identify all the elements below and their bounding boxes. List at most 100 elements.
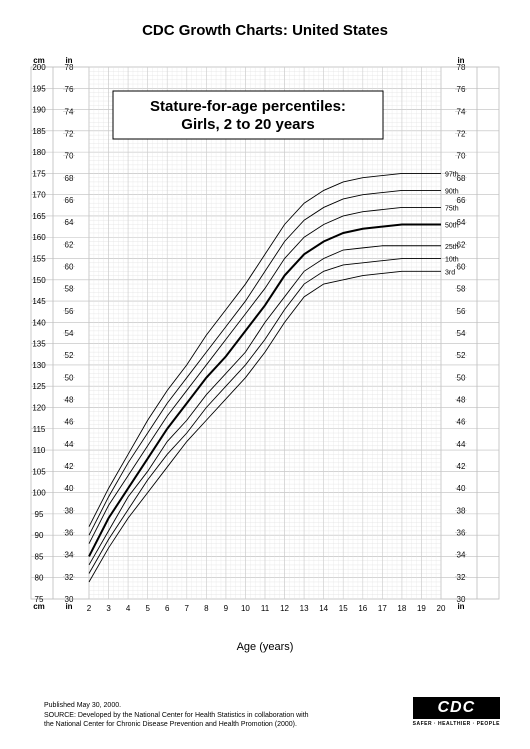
svg-text:80: 80 xyxy=(35,574,44,583)
svg-text:85: 85 xyxy=(35,552,44,561)
svg-text:64: 64 xyxy=(65,218,74,227)
svg-text:32: 32 xyxy=(457,573,466,582)
svg-text:120: 120 xyxy=(32,403,46,412)
svg-text:20: 20 xyxy=(437,604,446,613)
cdc-logo: CDC SAFER · HEALTHIER · PEOPLE xyxy=(413,697,500,727)
svg-text:7: 7 xyxy=(185,604,190,613)
svg-text:25th: 25th xyxy=(445,244,459,251)
svg-text:60: 60 xyxy=(457,263,466,272)
svg-text:76: 76 xyxy=(65,85,74,94)
svg-text:34: 34 xyxy=(65,551,74,560)
cdc-logo-box: CDC xyxy=(413,697,500,719)
svg-text:76: 76 xyxy=(457,85,466,94)
svg-text:75th: 75th xyxy=(445,205,459,212)
svg-text:60: 60 xyxy=(65,263,74,272)
svg-text:38: 38 xyxy=(65,506,74,515)
svg-text:4: 4 xyxy=(126,604,131,613)
svg-text:in: in xyxy=(65,56,72,65)
svg-text:3rd: 3rd xyxy=(445,269,455,276)
svg-text:34: 34 xyxy=(457,551,466,560)
svg-text:in: in xyxy=(65,602,72,611)
svg-text:190: 190 xyxy=(32,106,46,115)
svg-text:16: 16 xyxy=(358,604,367,613)
svg-text:9: 9 xyxy=(224,604,229,613)
svg-text:90: 90 xyxy=(35,531,44,540)
svg-text:11: 11 xyxy=(261,604,270,613)
svg-text:50: 50 xyxy=(65,373,74,382)
svg-text:135: 135 xyxy=(32,340,46,349)
svg-text:115: 115 xyxy=(33,425,46,434)
svg-text:42: 42 xyxy=(65,462,74,471)
svg-text:18: 18 xyxy=(397,604,406,613)
svg-text:38: 38 xyxy=(457,506,466,515)
svg-text:74: 74 xyxy=(65,107,74,116)
svg-text:185: 185 xyxy=(32,127,46,136)
svg-text:52: 52 xyxy=(457,351,466,360)
svg-text:105: 105 xyxy=(32,467,46,476)
svg-text:Stature-for-age percentiles:: Stature-for-age percentiles: xyxy=(150,98,346,115)
svg-text:10th: 10th xyxy=(445,257,459,264)
svg-text:68: 68 xyxy=(65,174,74,183)
svg-text:5: 5 xyxy=(145,604,150,613)
svg-text:10: 10 xyxy=(241,604,250,613)
svg-text:15: 15 xyxy=(339,604,348,613)
svg-text:58: 58 xyxy=(457,285,466,294)
svg-text:56: 56 xyxy=(65,307,74,316)
svg-text:40: 40 xyxy=(457,484,466,493)
svg-text:36: 36 xyxy=(457,529,466,538)
svg-text:42: 42 xyxy=(457,462,466,471)
svg-text:54: 54 xyxy=(65,329,74,338)
svg-text:110: 110 xyxy=(33,446,46,455)
svg-text:46: 46 xyxy=(457,418,466,427)
svg-text:74: 74 xyxy=(457,107,466,116)
svg-text:165: 165 xyxy=(32,212,46,221)
svg-text:62: 62 xyxy=(65,240,74,249)
svg-text:cm: cm xyxy=(33,602,45,611)
svg-text:140: 140 xyxy=(32,318,46,327)
svg-text:90th: 90th xyxy=(445,188,459,195)
svg-text:3: 3 xyxy=(106,604,111,613)
svg-text:48: 48 xyxy=(65,396,74,405)
svg-text:95: 95 xyxy=(35,510,44,519)
svg-text:14: 14 xyxy=(319,604,328,613)
svg-text:50th: 50th xyxy=(445,222,459,229)
svg-text:66: 66 xyxy=(65,196,74,205)
svg-text:66: 66 xyxy=(457,196,466,205)
svg-text:195: 195 xyxy=(32,84,46,93)
svg-text:32: 32 xyxy=(65,573,74,582)
svg-text:125: 125 xyxy=(32,382,46,391)
svg-text:100: 100 xyxy=(32,489,46,498)
svg-text:44: 44 xyxy=(457,440,466,449)
svg-text:40: 40 xyxy=(65,484,74,493)
svg-text:180: 180 xyxy=(32,148,46,157)
svg-text:175: 175 xyxy=(32,169,46,178)
svg-text:97th: 97th xyxy=(445,171,459,178)
svg-text:17: 17 xyxy=(378,604,387,613)
svg-text:44: 44 xyxy=(65,440,74,449)
svg-text:70: 70 xyxy=(65,152,74,161)
growth-chart: 7580859095100105110115120125130135140145… xyxy=(25,47,505,637)
svg-text:50: 50 xyxy=(457,373,466,382)
svg-text:in: in xyxy=(457,602,464,611)
svg-text:46: 46 xyxy=(65,418,74,427)
svg-text:56: 56 xyxy=(457,307,466,316)
svg-text:48: 48 xyxy=(457,396,466,405)
x-axis-label: Age (years) xyxy=(0,641,530,653)
svg-text:160: 160 xyxy=(32,233,46,242)
svg-text:2: 2 xyxy=(87,604,92,613)
svg-text:in: in xyxy=(457,56,464,65)
svg-text:19: 19 xyxy=(417,604,426,613)
svg-text:36: 36 xyxy=(65,529,74,538)
svg-text:72: 72 xyxy=(65,130,74,139)
svg-text:52: 52 xyxy=(65,351,74,360)
svg-text:150: 150 xyxy=(32,276,46,285)
svg-text:12: 12 xyxy=(280,604,289,613)
svg-text:130: 130 xyxy=(32,361,46,370)
svg-text:155: 155 xyxy=(32,255,46,264)
svg-text:72: 72 xyxy=(457,130,466,139)
svg-text:145: 145 xyxy=(32,297,46,306)
svg-text:54: 54 xyxy=(457,329,466,338)
svg-text:8: 8 xyxy=(204,604,209,613)
svg-text:cm: cm xyxy=(33,56,45,65)
cdc-tagline: SAFER · HEALTHIER · PEOPLE xyxy=(413,721,500,727)
